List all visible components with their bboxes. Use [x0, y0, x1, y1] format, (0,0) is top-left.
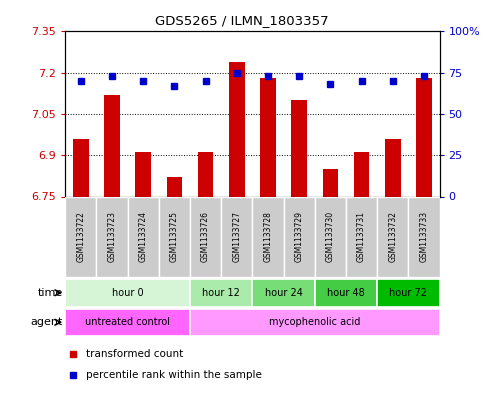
- Bar: [385, 139, 400, 196]
- Bar: [229, 62, 244, 196]
- Bar: [65, 279, 190, 307]
- Text: GSM1133722: GSM1133722: [76, 211, 85, 262]
- Bar: [416, 78, 432, 196]
- Text: GDS5265 / ILMN_1803357: GDS5265 / ILMN_1803357: [155, 14, 328, 27]
- Text: GSM1133726: GSM1133726: [201, 211, 210, 262]
- Text: hour 24: hour 24: [265, 288, 302, 298]
- Bar: [315, 279, 377, 307]
- Text: agent: agent: [30, 317, 63, 327]
- Text: GSM1133730: GSM1133730: [326, 211, 335, 263]
- Text: GSM1133723: GSM1133723: [108, 211, 116, 262]
- Bar: [104, 95, 120, 196]
- Text: GSM1133724: GSM1133724: [139, 211, 148, 262]
- Bar: [159, 196, 190, 277]
- Text: GSM1133727: GSM1133727: [232, 211, 242, 262]
- Bar: [190, 279, 253, 307]
- Bar: [135, 152, 151, 196]
- Bar: [253, 196, 284, 277]
- Bar: [323, 169, 338, 196]
- Bar: [198, 152, 213, 196]
- Text: time: time: [38, 288, 63, 298]
- Text: hour 72: hour 72: [389, 288, 427, 298]
- Bar: [65, 196, 97, 277]
- Bar: [65, 309, 190, 336]
- Text: GSM1133731: GSM1133731: [357, 211, 366, 262]
- Bar: [377, 196, 408, 277]
- Bar: [221, 196, 253, 277]
- Text: GSM1133725: GSM1133725: [170, 211, 179, 262]
- Bar: [408, 196, 440, 277]
- Bar: [190, 196, 221, 277]
- Text: mycophenolic acid: mycophenolic acid: [269, 317, 360, 327]
- Text: transformed count: transformed count: [86, 349, 183, 359]
- Text: untreated control: untreated control: [85, 317, 170, 327]
- Text: hour 48: hour 48: [327, 288, 365, 298]
- Text: GSM1133732: GSM1133732: [388, 211, 397, 262]
- Bar: [346, 196, 377, 277]
- Bar: [167, 177, 182, 196]
- Text: hour 12: hour 12: [202, 288, 240, 298]
- Bar: [377, 279, 440, 307]
- Text: GSM1133729: GSM1133729: [295, 211, 304, 262]
- Bar: [128, 196, 159, 277]
- Bar: [315, 196, 346, 277]
- Bar: [284, 196, 315, 277]
- Text: GSM1133728: GSM1133728: [263, 211, 272, 262]
- Text: percentile rank within the sample: percentile rank within the sample: [86, 370, 262, 380]
- Bar: [73, 139, 88, 196]
- Bar: [190, 309, 440, 336]
- Bar: [291, 100, 307, 196]
- Bar: [354, 152, 369, 196]
- Text: hour 0: hour 0: [112, 288, 143, 298]
- Bar: [97, 196, 128, 277]
- Bar: [260, 78, 276, 196]
- Text: GSM1133733: GSM1133733: [419, 211, 428, 263]
- Bar: [253, 279, 315, 307]
